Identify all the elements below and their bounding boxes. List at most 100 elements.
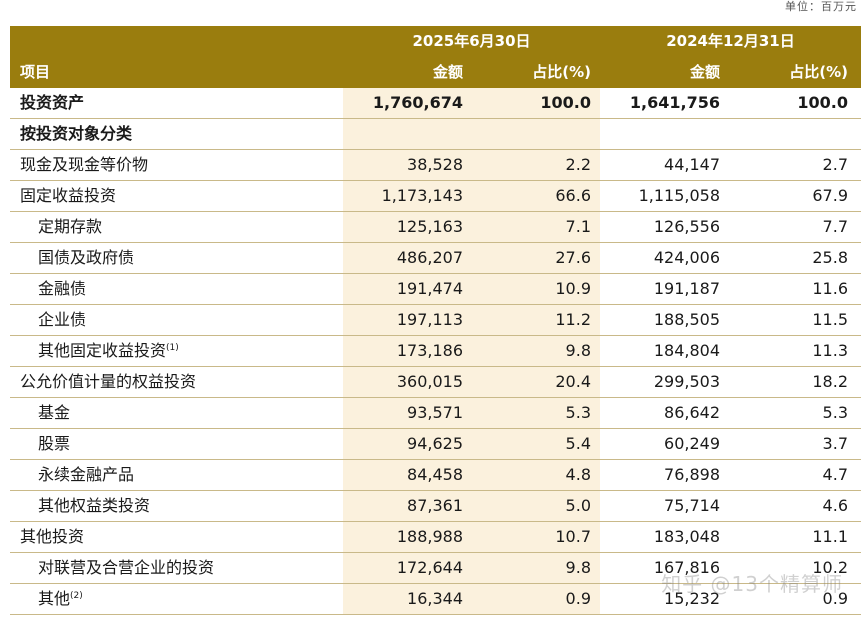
ratio-2025-cell: 9.8 (565, 558, 591, 577)
highlight-column-2025 (343, 584, 600, 614)
ratio-2025-cell: 66.6 (555, 186, 591, 205)
amount-2024-cell: 299,503 (653, 372, 720, 391)
column-header-amount-2025: 金额 (432, 63, 463, 81)
row-label-text: 股票 (38, 434, 71, 453)
highlight-column-2025 (343, 274, 600, 304)
amount-2024-cell: 126,556 (653, 217, 720, 236)
highlight-column-2025 (343, 336, 600, 366)
highlight-column-2025 (343, 460, 600, 490)
table-row: 其他投资 188,988 10.7 183,048 11.1 (10, 522, 861, 553)
investment-table: 2025年6月30日 2024年12月31日 项目 金额 占比(%) 金额 占比… (10, 26, 861, 615)
row-label: 公允价值计量的权益投资 (10, 367, 196, 397)
table-row: 对联营及合营企业的投资 172,644 9.8 167,816 10.2 (10, 553, 861, 584)
highlight-column-2025 (343, 398, 600, 428)
amount-2025-cell: 1,760,674 (372, 93, 463, 112)
column-header-ratio-2024: 占比(%) (789, 63, 848, 81)
table-row: 金融债 191,474 10.9 191,187 11.6 (10, 274, 861, 305)
amount-2024-cell: 75,714 (664, 496, 720, 515)
row-label: 国债及政府债 (10, 243, 134, 273)
table-row: 永续金融产品 84,458 4.8 76,898 4.7 (10, 460, 861, 491)
amount-2024-cell: 15,232 (664, 589, 720, 608)
amount-2024-cell: 183,048 (653, 527, 720, 546)
ratio-2025-cell (463, 119, 591, 149)
row-label: 金融债 (10, 274, 86, 304)
column-header-ratio-2025: 占比(%) (532, 63, 591, 81)
ratio-2025-cell: 5.4 (565, 434, 591, 453)
table-body: 投资资产 1,760,674 100.0 1,641,756 100.0 按投资对象分类现… (10, 88, 861, 615)
column-header-item: 项目 (20, 63, 51, 81)
amount-2025-cell: 125,163 (396, 217, 463, 236)
ratio-2025-cell: 5.0 (565, 496, 591, 515)
amount-2025-cell: 93,571 (407, 403, 463, 422)
table-row: 其他权益类投资 87,361 5.0 75,714 4.6 (10, 491, 861, 522)
amount-2024-cell (600, 119, 720, 149)
highlight-column-2025 (343, 305, 600, 335)
amount-2024-cell: 1,115,058 (638, 186, 720, 205)
amount-2025-cell: 360,015 (396, 372, 463, 391)
row-label: 定期存款 (10, 212, 102, 242)
row-label-text: 对联营及合营企业的投资 (38, 558, 215, 577)
highlight-column-2025 (343, 553, 600, 583)
amount-2025-cell (343, 119, 463, 149)
row-label-text: 投资资产 (20, 93, 85, 112)
ratio-2024-cell: 7.7 (822, 217, 848, 236)
row-label-text: 企业债 (38, 310, 87, 329)
ratio-2024-cell: 10.2 (812, 558, 848, 577)
row-label-text: 基金 (38, 403, 71, 422)
ratio-2024-cell: 11.5 (812, 310, 848, 329)
highlight-column-2025 (343, 150, 600, 180)
amount-2024-cell: 1,641,756 (629, 93, 720, 112)
ratio-2025-cell: 100.0 (540, 93, 591, 112)
header-column-row: 项目 金额 占比(%) 金额 占比(%) (10, 57, 861, 88)
row-label: 股票 (10, 429, 70, 459)
table-row: 股票 94,625 5.4 60,249 3.7 (10, 429, 861, 460)
amount-2025-cell: 188,988 (396, 527, 463, 546)
table-row: 定期存款 125,163 7.1 126,556 7.7 (10, 212, 861, 243)
ratio-2024-cell: 2.7 (822, 155, 848, 174)
table-row: 投资资产 1,760,674 100.0 1,641,756 100.0 (10, 88, 861, 119)
row-label: 其他固定收益投资(1) (10, 336, 179, 366)
row-label-text: 其他 (38, 589, 71, 608)
amount-2024-cell: 191,187 (653, 279, 720, 298)
ratio-2025-cell: 11.2 (555, 310, 591, 329)
ratio-2024-cell: 25.8 (812, 248, 848, 267)
row-label-text: 现金及现金等价物 (20, 155, 149, 174)
ratio-2024-cell: 3.7 (822, 434, 848, 453)
highlight-column-2025 (343, 522, 600, 552)
amount-2025-cell: 197,113 (396, 310, 463, 329)
ratio-2025-cell: 10.9 (555, 279, 591, 298)
table-row: 基金 93,571 5.3 86,642 5.3 (10, 398, 861, 429)
amount-2024-cell: 184,804 (653, 341, 720, 360)
ratio-2024-cell (720, 119, 848, 149)
footnote-marker: (2) (70, 591, 83, 601)
table-row: 现金及现金等价物 38,528 2.2 44,147 2.7 (10, 150, 861, 181)
highlight-column-2025 (343, 119, 600, 149)
highlight-column-2025 (343, 212, 600, 242)
row-label: 其他(2) (10, 584, 83, 614)
amount-2024-cell: 44,147 (664, 155, 720, 174)
row-label-text: 永续金融产品 (38, 465, 135, 484)
table-row: 其他(2) 16,344 0.9 15,232 0.9 (10, 584, 861, 615)
row-label-text: 定期存款 (38, 217, 103, 236)
amount-2024-cell: 167,816 (653, 558, 720, 577)
ratio-2024-cell: 11.1 (812, 527, 848, 546)
table-row: 企业债 197,113 11.2 188,505 11.5 (10, 305, 861, 336)
ratio-2024-cell: 11.3 (812, 341, 848, 360)
row-label: 基金 (10, 398, 70, 428)
highlight-column-2025 (343, 243, 600, 273)
row-label: 对联营及合营企业的投资 (10, 553, 214, 583)
highlight-column-2025 (343, 181, 600, 211)
ratio-2024-cell: 67.9 (812, 186, 848, 205)
amount-2025-cell: 94,625 (407, 434, 463, 453)
row-label-text: 国债及政府债 (38, 248, 135, 267)
ratio-2025-cell: 10.7 (555, 527, 591, 546)
amount-2025-cell: 486,207 (396, 248, 463, 267)
row-label: 企业债 (10, 305, 86, 335)
ratio-2024-cell: 5.3 (822, 403, 848, 422)
table-row: 国债及政府债 486,207 27.6 424,006 25.8 (10, 243, 861, 274)
ratio-2025-cell: 27.6 (555, 248, 591, 267)
column-header-amount-2024: 金额 (689, 63, 720, 81)
row-label-text: 其他投资 (20, 527, 85, 546)
amount-2025-cell: 191,474 (396, 279, 463, 298)
unit-label: 单位：百万元 (785, 0, 857, 13)
